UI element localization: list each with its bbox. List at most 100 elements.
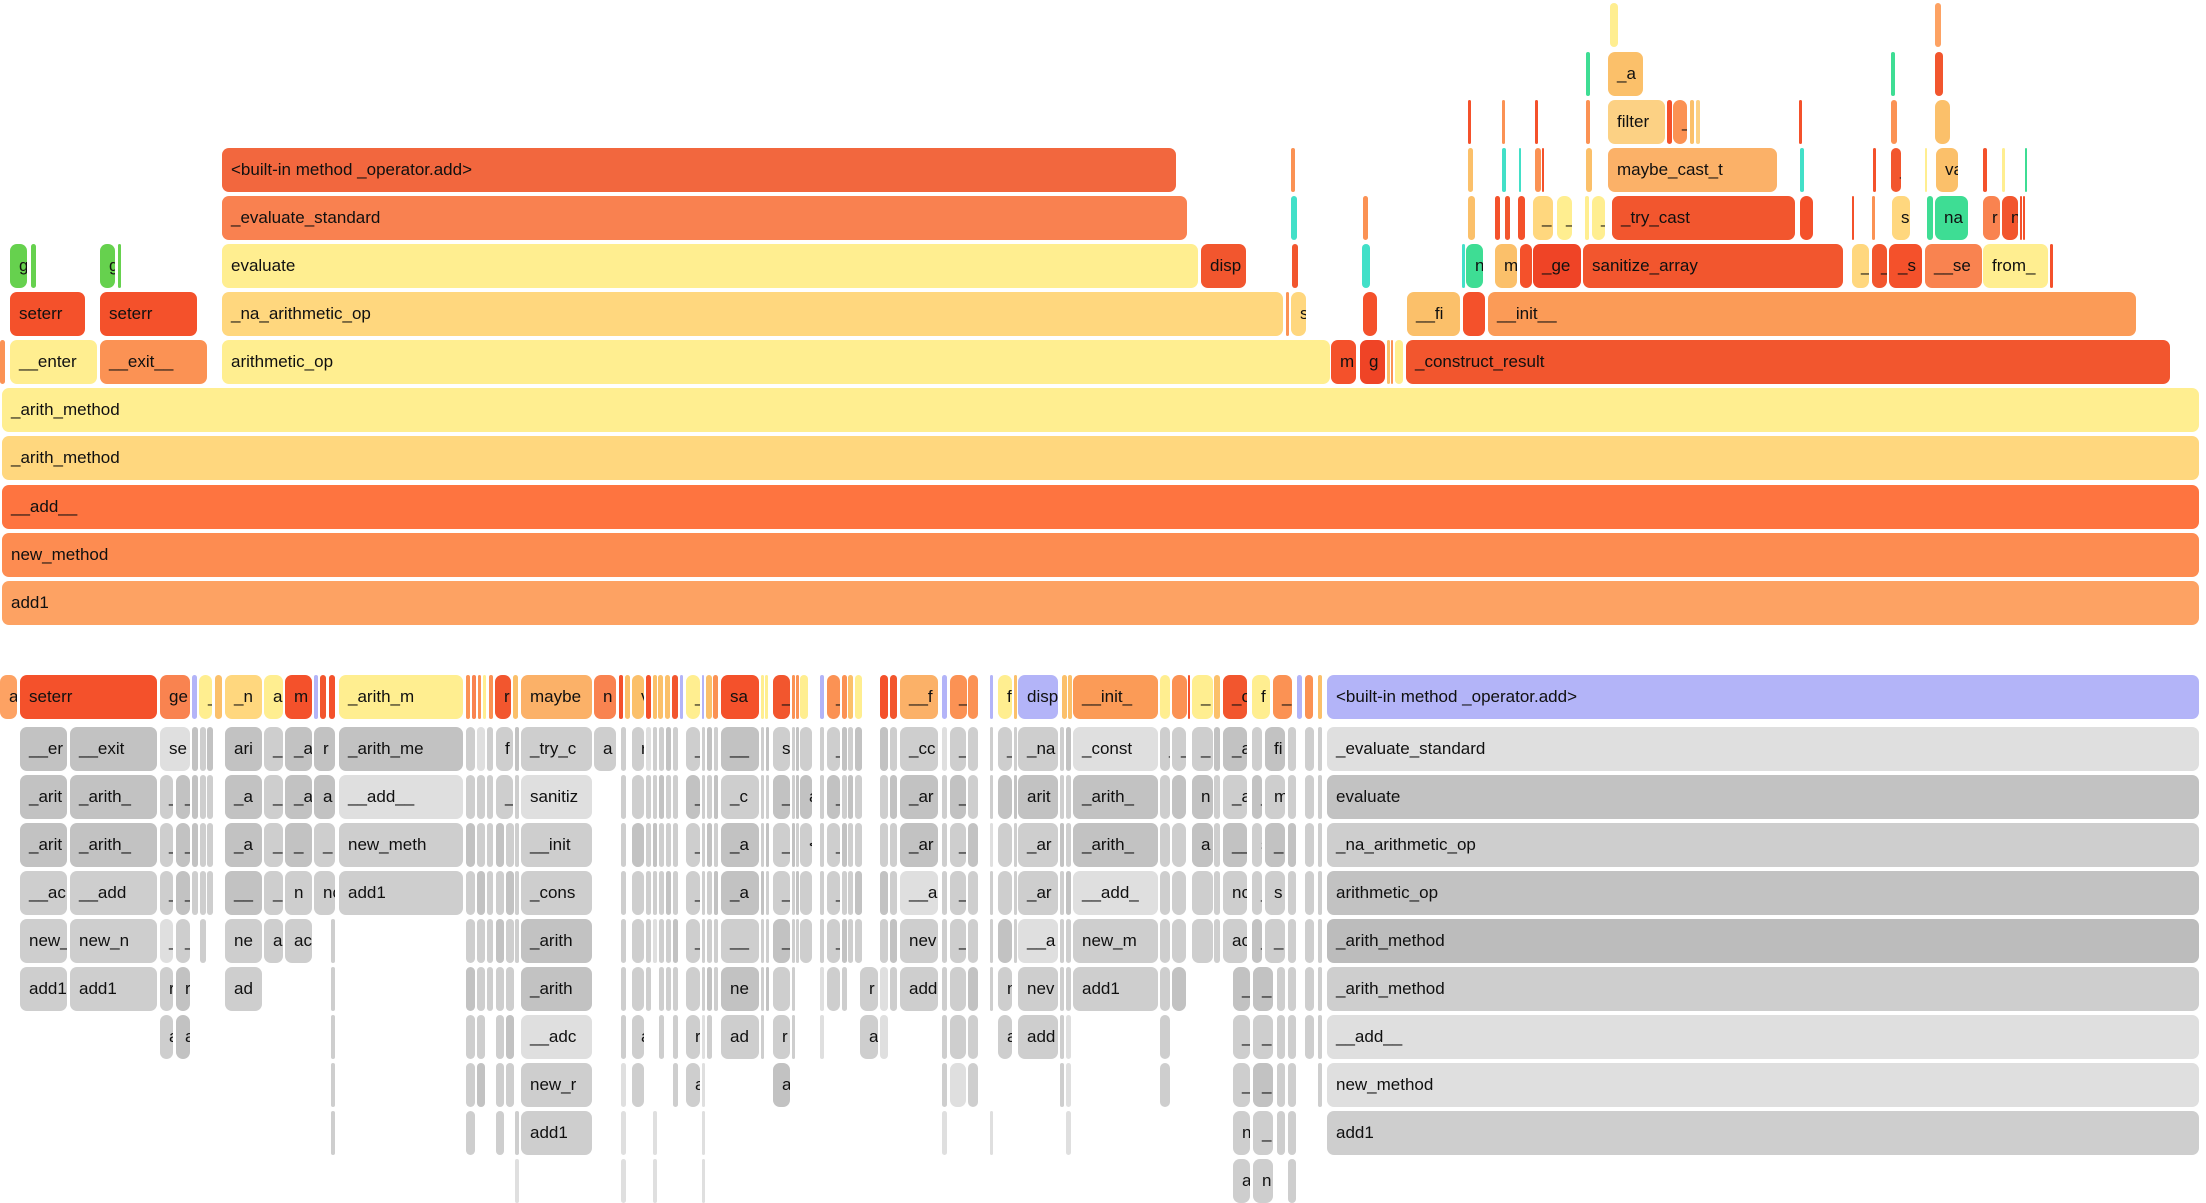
frame-block[interactable] <box>1799 100 1802 144</box>
frame-stack-block[interactable]: _na_arithmetic_op <box>1327 823 2199 867</box>
frame-stack-block[interactable] <box>515 727 519 771</box>
frame-header-block[interactable] <box>765 675 768 719</box>
frame-stack-block[interactable] <box>192 775 198 819</box>
frame-stack-block[interactable] <box>666 775 671 819</box>
frame-header-block[interactable] <box>329 675 335 719</box>
frame-stack-block[interactable] <box>653 1159 657 1203</box>
frame-header-block[interactable]: m <box>285 675 312 719</box>
frame-stack-block[interactable]: < <box>800 823 812 867</box>
frame-stack-block[interactable] <box>207 823 213 867</box>
frame-header-block[interactable] <box>665 675 670 719</box>
frame-stack-block[interactable] <box>1318 1015 1322 1059</box>
frame-header-block[interactable] <box>1297 675 1302 719</box>
frame-stack-block[interactable] <box>1277 967 1285 1011</box>
frame-block[interactable] <box>1690 100 1694 144</box>
frame-header-block[interactable] <box>796 675 799 719</box>
frame-stack-block[interactable] <box>792 919 795 963</box>
frame-stack-block[interactable] <box>1192 871 1213 915</box>
frame-stack-block[interactable]: _ <box>686 919 700 963</box>
frame-stack-block[interactable] <box>842 775 847 819</box>
frame-stack-block[interactable] <box>621 823 626 867</box>
frame-stack-block[interactable]: _ <box>855 727 862 771</box>
frame-stack-block[interactable]: _ <box>773 871 790 915</box>
frame-stack-block[interactable] <box>632 1063 644 1107</box>
frame-stack-block[interactable] <box>990 967 993 1011</box>
frame-block[interactable]: __fi <box>1407 292 1460 336</box>
frame-stack-block[interactable] <box>466 727 475 771</box>
frame-block[interactable] <box>1468 196 1475 240</box>
frame-stack-block[interactable]: a <box>176 1015 190 1059</box>
frame-stack-block[interactable]: _ar <box>1018 823 1058 867</box>
frame-stack-block[interactable] <box>792 1015 795 1059</box>
frame-stack-block[interactable] <box>632 823 644 867</box>
frame-stack-block[interactable] <box>820 967 824 1011</box>
frame-stack-block[interactable]: s <box>773 727 790 771</box>
frame-header-block[interactable]: f <box>1252 675 1270 719</box>
frame-stack-block[interactable] <box>673 823 678 867</box>
frame-header-block[interactable] <box>489 675 493 719</box>
frame-stack-block[interactable]: _arit <box>20 775 67 819</box>
frame-stack-block[interactable] <box>1060 823 1064 867</box>
frame-block[interactable] <box>1586 52 1590 96</box>
frame-stack-block[interactable] <box>673 1015 678 1059</box>
frame-stack-block[interactable] <box>496 919 504 963</box>
frame-stack-block[interactable] <box>702 775 705 819</box>
frame-stack-block[interactable]: r <box>160 967 173 1011</box>
frame-stack-block[interactable] <box>702 823 705 867</box>
frame-stack-block[interactable] <box>1288 727 1296 771</box>
frame-stack-block[interactable] <box>621 1015 626 1059</box>
frame-stack-block[interactable] <box>666 823 671 867</box>
frame-stack-block[interactable] <box>848 919 853 963</box>
frame-stack-block[interactable] <box>707 727 712 771</box>
frame-stack-block[interactable]: add1 <box>521 1111 592 1155</box>
frame-block[interactable]: __exit__ <box>100 340 207 384</box>
frame-stack-block[interactable]: n <box>1253 1159 1273 1203</box>
frame-stack-block[interactable]: _ <box>1252 871 1262 915</box>
frame-header-block[interactable] <box>942 675 947 719</box>
frame-stack-block[interactable]: _ <box>1233 967 1250 1011</box>
frame-stack-block[interactable] <box>796 871 799 915</box>
frame-stack-block[interactable]: a <box>1288 1159 1296 1203</box>
frame-stack-block[interactable] <box>477 1063 485 1107</box>
frame-block[interactable] <box>1585 196 1589 240</box>
frame-stack-block[interactable]: a <box>686 1063 700 1107</box>
frame-stack-block[interactable] <box>942 871 947 915</box>
frame-stack-block[interactable] <box>761 775 764 819</box>
frame-stack-block[interactable] <box>714 871 718 915</box>
frame-header-block[interactable]: __init_ <box>1073 675 1158 719</box>
frame-block[interactable]: _s <box>1889 244 1922 288</box>
frame-stack-block[interactable]: _ <box>1192 727 1213 771</box>
frame-stack-block[interactable] <box>487 775 493 819</box>
frame-stack-block[interactable] <box>477 967 485 1011</box>
frame-stack-block[interactable] <box>1288 967 1296 1011</box>
frame-stack-block[interactable]: _ <box>998 727 1012 771</box>
frame-header-block[interactable] <box>848 675 853 719</box>
frame-stack-block[interactable] <box>200 919 206 963</box>
frame-header-block[interactable]: _ <box>855 675 862 719</box>
frame-stack-block[interactable] <box>827 967 840 1011</box>
frame-block[interactable]: s <box>1291 292 1306 336</box>
frame-block[interactable] <box>1873 148 1876 192</box>
frame-header-block[interactable]: a <box>0 675 17 719</box>
frame-stack-block[interactable] <box>998 919 1012 963</box>
frame-stack-block[interactable]: _ <box>1233 1063 1250 1107</box>
frame-stack-block[interactable] <box>506 823 514 867</box>
frame-block[interactable] <box>1872 196 1875 240</box>
frame-stack-block[interactable] <box>1305 967 1314 1011</box>
frame-stack-block[interactable] <box>477 1015 485 1059</box>
frame-stack-block[interactable] <box>621 967 626 1011</box>
frame-stack-block[interactable] <box>1305 871 1314 915</box>
frame-header-block[interactable] <box>192 675 197 719</box>
frame-stack-block[interactable]: _arith_method <box>1327 967 2199 1011</box>
frame-stack-block[interactable] <box>702 727 705 771</box>
frame-block[interactable] <box>1495 196 1500 240</box>
frame-header-block[interactable] <box>680 675 683 719</box>
frame-stack-block[interactable]: _ <box>1160 727 1170 771</box>
frame-stack-block[interactable] <box>659 871 664 915</box>
frame-stack-block[interactable]: m <box>1265 775 1285 819</box>
frame-stack-block[interactable] <box>477 823 485 867</box>
frame-stack-block[interactable] <box>942 727 947 771</box>
frame-block[interactable] <box>1363 292 1377 336</box>
frame-block[interactable] <box>118 244 121 288</box>
frame-header-block[interactable] <box>1318 675 1322 719</box>
